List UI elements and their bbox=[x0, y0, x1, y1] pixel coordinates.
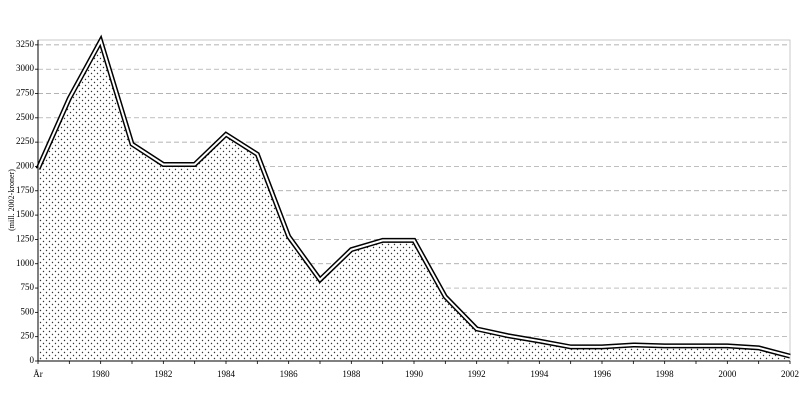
y-tick-label: 1250 bbox=[16, 233, 35, 243]
x-tick-label: 1998 bbox=[656, 369, 675, 379]
y-tick-label: 500 bbox=[21, 306, 35, 316]
x-tick-label: 1984 bbox=[217, 369, 236, 379]
x-tick-label: 2002 bbox=[781, 369, 799, 379]
y-tick-label: 250 bbox=[21, 331, 35, 341]
area-fill bbox=[38, 40, 790, 362]
y-tick-label: 1000 bbox=[16, 258, 35, 268]
x-tick-label: 1992 bbox=[468, 369, 486, 379]
x-tick-label: 1988 bbox=[342, 369, 361, 379]
x-tick-label: 1982 bbox=[154, 369, 172, 379]
x-tick-label: 2000 bbox=[718, 369, 737, 379]
y-tick-label: 3250 bbox=[16, 39, 35, 49]
y-tick-label: 2000 bbox=[16, 161, 35, 171]
y-axis-label: (mill. 2002-kroner) bbox=[7, 169, 16, 231]
y-tick-label: 750 bbox=[21, 282, 35, 292]
x-tick-label: År bbox=[33, 369, 43, 379]
x-tick-label: 1990 bbox=[405, 369, 424, 379]
y-tick-label: 0 bbox=[30, 355, 35, 365]
x-tick-label: 1986 bbox=[280, 369, 299, 379]
y-tick-label: 2750 bbox=[16, 88, 35, 98]
y-tick-label: 3000 bbox=[16, 63, 35, 73]
y-tick-label: 1500 bbox=[16, 209, 35, 219]
y-tick-label: 1750 bbox=[16, 185, 35, 195]
x-tick-label: 1994 bbox=[530, 369, 549, 379]
area-line-inner bbox=[37, 38, 791, 358]
x-tick-label: 1980 bbox=[92, 369, 111, 379]
y-tick-label: 2500 bbox=[16, 112, 35, 122]
y-tick-label: 2250 bbox=[16, 136, 35, 146]
x-tick-label: 1996 bbox=[593, 369, 612, 379]
